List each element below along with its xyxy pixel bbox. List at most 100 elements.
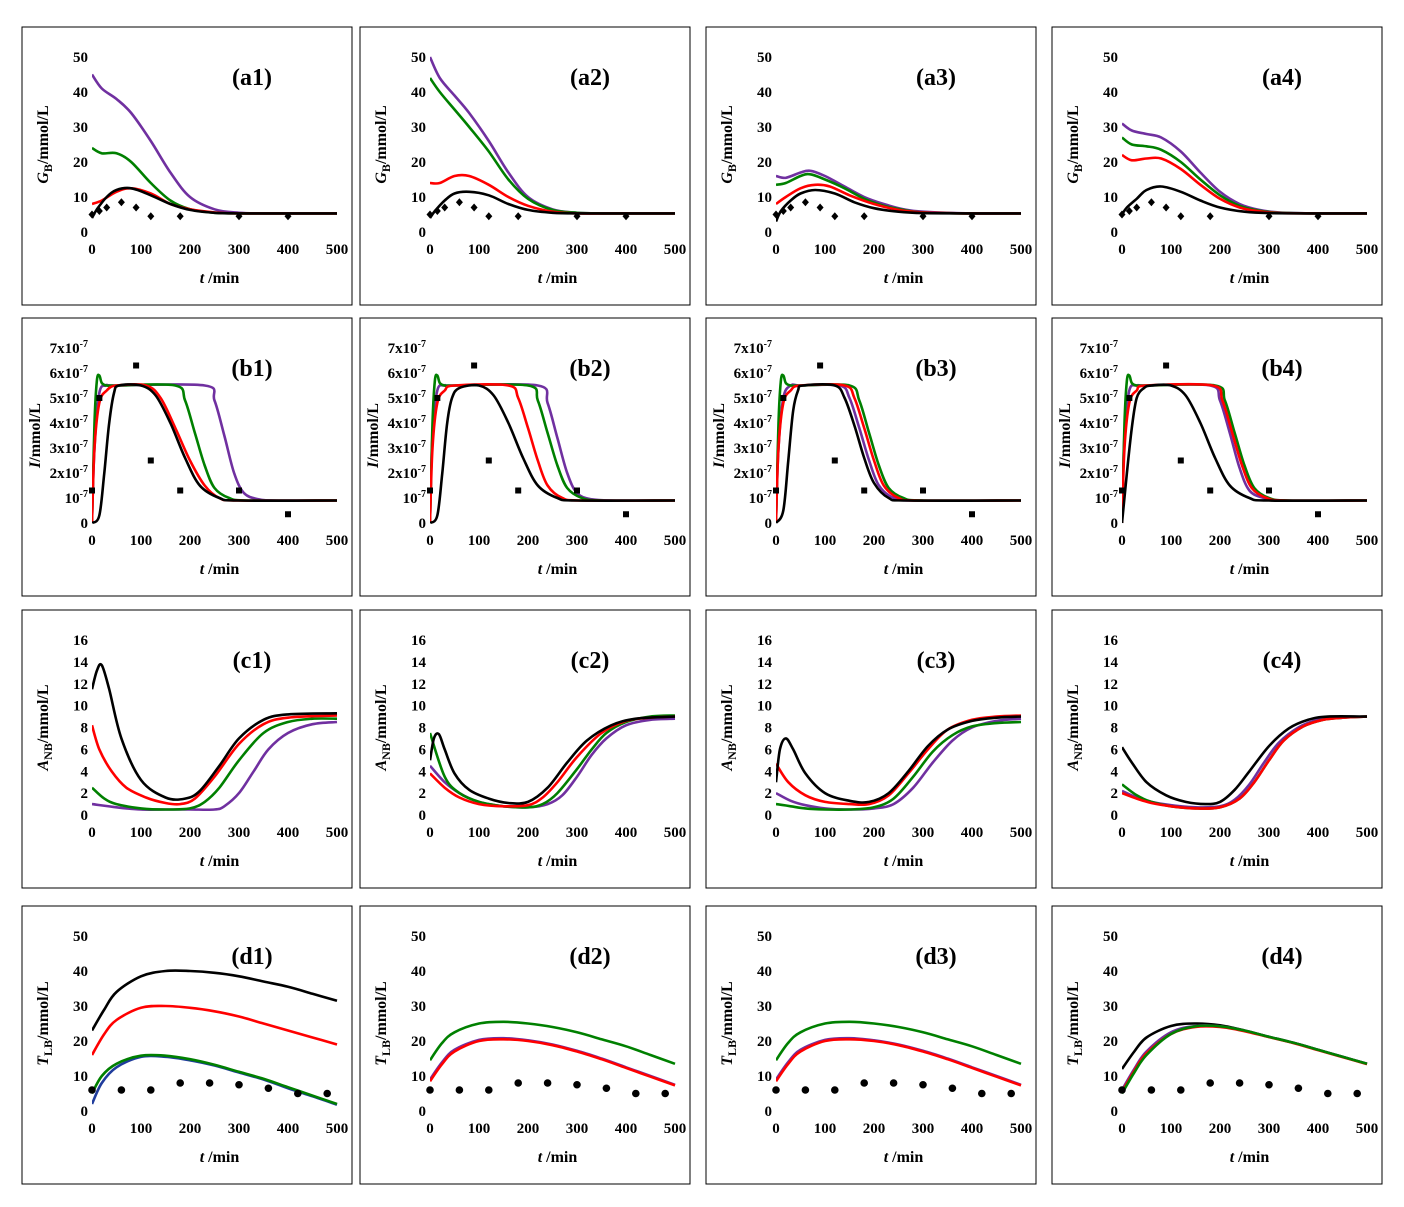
y-tick-label: 0 bbox=[419, 225, 427, 241]
panel-b2: 0 10-7 2x10-7 3x10-7 4x10-7 5x10-7 6x10-7 7x10-… bbox=[359, 317, 691, 597]
data-point bbox=[117, 198, 125, 207]
x-axis-title: t /min bbox=[884, 270, 924, 287]
x-tick-label: 500 bbox=[664, 242, 687, 258]
data-point bbox=[441, 203, 449, 212]
y-tick-label: 20 bbox=[73, 155, 88, 171]
data-point bbox=[817, 362, 824, 369]
data-point bbox=[948, 1084, 957, 1093]
x-tick-label: 100 bbox=[1160, 242, 1183, 258]
x-tick-label: 500 bbox=[1010, 242, 1033, 258]
data-point bbox=[176, 1079, 184, 1087]
data-point bbox=[514, 212, 522, 221]
y-tick-label: 3x10-7 bbox=[388, 439, 426, 457]
x-tick-label: 400 bbox=[1307, 533, 1330, 549]
x-tick-label: 0 bbox=[88, 533, 96, 549]
x-tick-label: 0 bbox=[426, 242, 434, 258]
x-tick-label: 500 bbox=[664, 533, 687, 549]
x-tick-label: 200 bbox=[863, 533, 886, 549]
y-tick-label: 14 bbox=[1103, 655, 1119, 671]
data-point bbox=[1162, 203, 1170, 212]
panel-frame bbox=[1051, 905, 1383, 1185]
y-axis-title: GB/mmol/L bbox=[35, 105, 55, 183]
y-tick-label: 6 bbox=[81, 742, 89, 758]
series-line-black bbox=[430, 715, 676, 805]
x-tick-label: 200 bbox=[1209, 533, 1232, 549]
x-tick-label: 400 bbox=[1307, 242, 1330, 258]
data-point bbox=[514, 1079, 522, 1087]
x-tick-label: 200 bbox=[517, 533, 540, 549]
y-axis-title: TLB/mmol/L bbox=[35, 981, 55, 1065]
y-tick-label: 50 bbox=[73, 50, 88, 66]
y-tick-label: 50 bbox=[757, 50, 772, 66]
data-point bbox=[455, 1086, 464, 1094]
y-tick-label: 10 bbox=[757, 190, 772, 206]
data-point bbox=[543, 1079, 552, 1087]
x-axis-title: t /min bbox=[200, 853, 240, 870]
data-point bbox=[1315, 511, 1321, 518]
data-point bbox=[485, 212, 493, 221]
y-tick-label: 4x10-7 bbox=[50, 414, 88, 432]
y-tick-label: 12 bbox=[73, 677, 88, 693]
x-tick-label: 0 bbox=[88, 825, 96, 841]
y-tick-label: 16 bbox=[73, 633, 89, 649]
x-tick-label: 300 bbox=[228, 533, 251, 549]
y-tick-label: 0 bbox=[81, 225, 89, 241]
data-point bbox=[285, 511, 291, 518]
y-tick-label: 16 bbox=[1103, 633, 1119, 649]
data-point bbox=[787, 203, 795, 212]
y-tick-label: 20 bbox=[73, 1034, 88, 1050]
y-tick-label: 10 bbox=[757, 1069, 772, 1085]
data-point bbox=[968, 212, 976, 221]
panel-c2: 0 2 4 6 8 10 12 14 16 0 100 200 300 400 500 t /min ANB/m… bbox=[359, 609, 691, 889]
x-tick-label: 200 bbox=[1209, 825, 1232, 841]
x-tick-label: 400 bbox=[961, 242, 984, 258]
data-point bbox=[88, 210, 96, 219]
x-axis-title: t /min bbox=[1230, 1149, 1270, 1166]
y-tick-label: 20 bbox=[411, 155, 426, 171]
y-tick-label: 10-7 bbox=[1095, 489, 1118, 507]
data-point bbox=[1324, 1089, 1332, 1098]
y-tick-label: 0 bbox=[1111, 516, 1119, 532]
y-axis-title: TLB/mmol/L bbox=[719, 981, 739, 1065]
data-point bbox=[471, 362, 478, 369]
plot-area bbox=[92, 73, 337, 219]
series-line-red bbox=[92, 1004, 338, 1056]
data-point bbox=[1206, 1079, 1214, 1087]
data-point bbox=[623, 511, 629, 518]
x-tick-label: 200 bbox=[863, 242, 886, 258]
data-point bbox=[485, 457, 492, 464]
series-line-black bbox=[776, 383, 1022, 524]
data-point bbox=[96, 395, 103, 401]
plot-area bbox=[92, 373, 338, 525]
y-tick-label: 12 bbox=[411, 677, 426, 693]
y-tick-label: 6 bbox=[419, 742, 427, 758]
y-tick-label: 20 bbox=[1103, 1034, 1118, 1050]
x-tick-label: 500 bbox=[326, 1121, 349, 1137]
y-tick-label: 2x10-7 bbox=[388, 464, 426, 482]
y-tick-label: 4x10-7 bbox=[734, 414, 772, 432]
plot-area bbox=[776, 1020, 1022, 1087]
x-tick-label: 500 bbox=[1356, 242, 1379, 258]
x-tick-label: 500 bbox=[1010, 825, 1033, 841]
y-tick-label: 2 bbox=[1111, 786, 1119, 802]
x-axis-title: t /min bbox=[1230, 270, 1270, 287]
data-point bbox=[485, 1086, 493, 1094]
series-line-black bbox=[776, 715, 1022, 804]
series-line-red bbox=[1122, 715, 1368, 810]
y-tick-label: 16 bbox=[411, 633, 427, 649]
y-tick-label: 12 bbox=[1103, 677, 1118, 693]
x-axis-title: t /min bbox=[884, 1149, 924, 1166]
y-tick-label: 14 bbox=[411, 655, 427, 671]
plot-area bbox=[776, 169, 1022, 223]
panel-b3: 0 10-7 2x10-7 3x10-7 4x10-7 5x10-7 6x10-7 7x10-… bbox=[705, 317, 1037, 597]
y-tick-label: 10-7 bbox=[403, 489, 426, 507]
data-point bbox=[470, 203, 478, 212]
series-line-red bbox=[776, 1037, 1022, 1087]
x-tick-label: 0 bbox=[1118, 242, 1126, 258]
y-tick-label: 0 bbox=[765, 1104, 773, 1120]
data-point bbox=[235, 1080, 243, 1089]
y-tick-label: 40 bbox=[1103, 85, 1118, 101]
